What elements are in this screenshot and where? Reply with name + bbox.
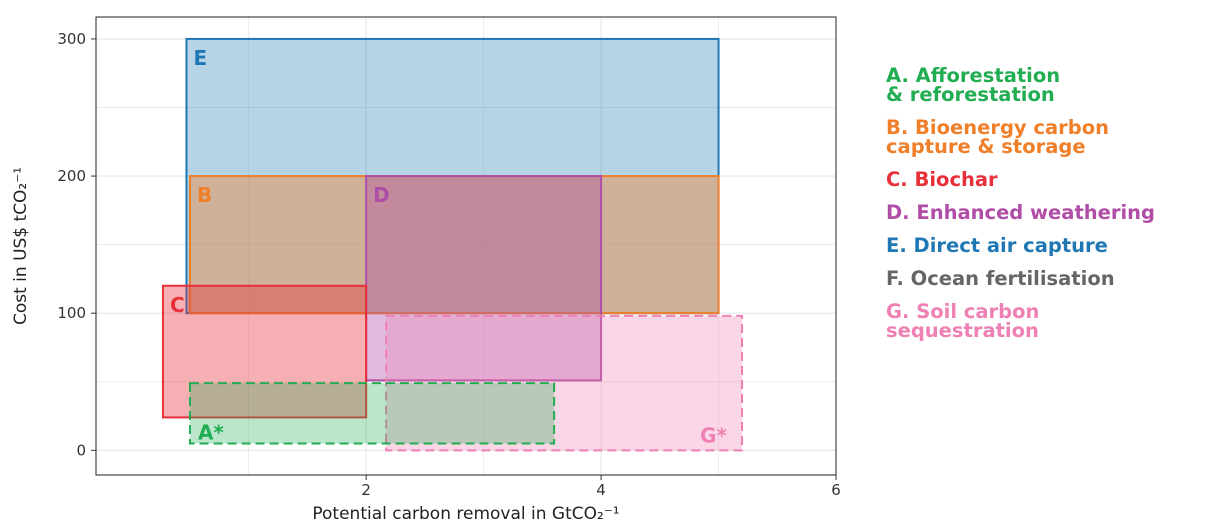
box-label-d: D xyxy=(373,183,390,207)
x-tick-label: 2 xyxy=(361,481,371,499)
plot-frame xyxy=(95,16,837,476)
box-labels: E B D C G* A* xyxy=(170,46,727,447)
y-tick-label: 0 xyxy=(76,441,86,459)
box-label-g: G* xyxy=(700,423,727,447)
legend-item: C. Biochar xyxy=(886,168,998,191)
y-tick-label: 300 xyxy=(57,30,86,48)
legend-item: D. Enhanced weathering xyxy=(886,201,1156,224)
legend-item: F. Ocean fertilisation xyxy=(886,267,1115,290)
box-label-a: A* xyxy=(198,420,224,444)
legend-item: G. Soil carbon sequestration xyxy=(886,300,1040,342)
y-tick-label: 200 xyxy=(57,167,86,185)
range-box-b xyxy=(188,175,720,315)
range-box-c xyxy=(161,284,368,419)
legend-item: E. Direct air capture xyxy=(886,234,1108,257)
range-box-a xyxy=(188,382,556,445)
x-axis-title: Potential carbon removal in GtCO₂⁻¹ xyxy=(312,504,619,524)
legend: A. Afforestation & reforestation B. Bioen… xyxy=(886,66,1204,354)
y-axis-title: Cost in US$ tCO₂⁻¹ xyxy=(11,167,31,325)
box-label-b: B xyxy=(197,183,212,207)
axis-ticks: 2 4 6 0 100 200 300 xyxy=(57,30,840,499)
box-label-c: C xyxy=(170,293,185,317)
legend-item: B. Bioenergy carbon capture & storage xyxy=(886,116,1109,158)
x-tick-label: 4 xyxy=(596,481,606,499)
box-label-e: E xyxy=(193,46,207,70)
range-boxes xyxy=(161,37,744,452)
legend-item: A. Afforestation & reforestation xyxy=(886,64,1061,106)
range-box-d xyxy=(365,175,603,382)
y-tick-label: 100 xyxy=(57,304,86,322)
x-tick-label: 6 xyxy=(831,481,841,499)
